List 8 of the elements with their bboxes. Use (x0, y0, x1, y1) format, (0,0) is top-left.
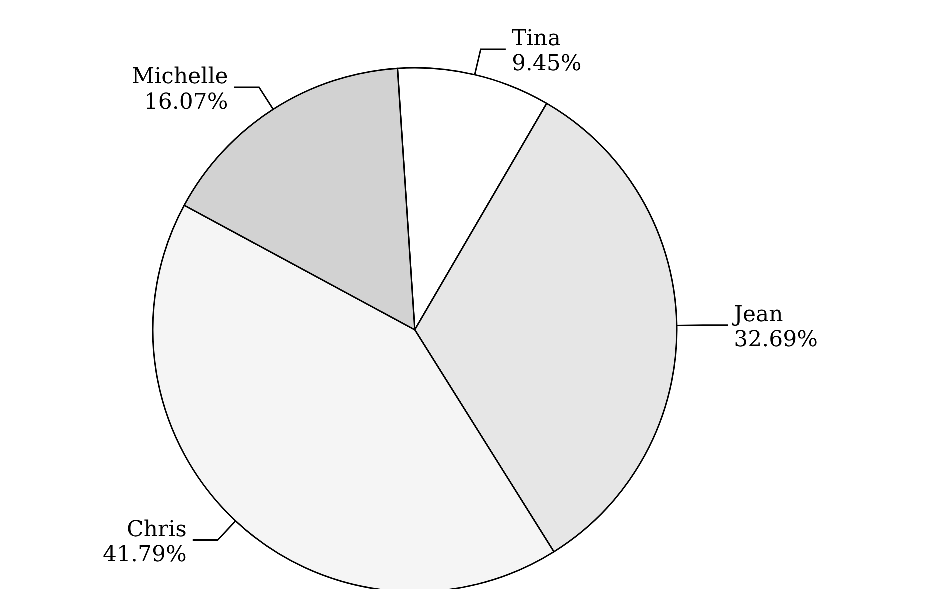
data-label: 16.07% (144, 90, 228, 115)
data-label: 32.69% (734, 328, 818, 353)
data-label: 41.79% (103, 542, 187, 568)
data-label: 9.45% (512, 52, 582, 77)
slice-label: Chris (127, 517, 187, 542)
slice-label: Jean (732, 302, 784, 328)
slice-label: Tina (512, 26, 561, 52)
slice-label: Michelle (132, 64, 228, 90)
